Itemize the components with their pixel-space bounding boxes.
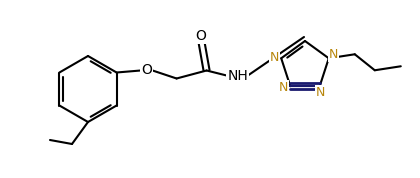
Text: O: O bbox=[141, 62, 152, 77]
Text: NH: NH bbox=[227, 69, 248, 83]
Text: N: N bbox=[329, 48, 339, 61]
Text: N: N bbox=[278, 81, 288, 94]
Text: N: N bbox=[316, 86, 326, 99]
Text: O: O bbox=[195, 28, 206, 43]
Text: N: N bbox=[270, 51, 279, 64]
